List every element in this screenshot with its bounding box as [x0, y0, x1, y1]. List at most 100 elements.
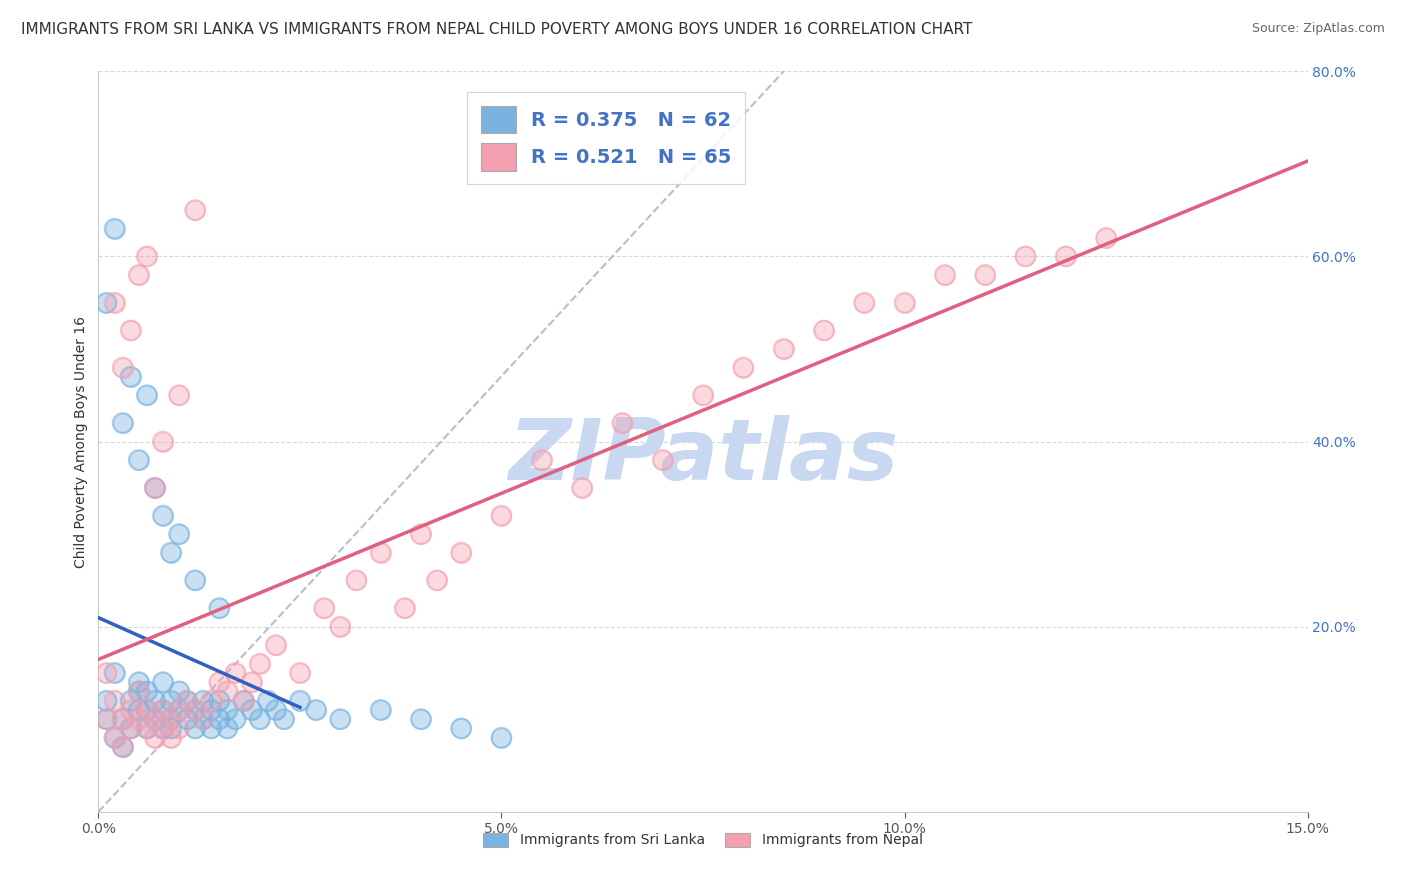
- Point: [571, 481, 593, 495]
- Point: [135, 703, 157, 717]
- Point: [160, 712, 183, 726]
- Point: [176, 694, 198, 708]
- Point: [128, 684, 150, 698]
- Point: [143, 712, 166, 726]
- Point: [160, 694, 183, 708]
- Point: [128, 453, 150, 467]
- Point: [160, 712, 183, 726]
- Point: [184, 574, 207, 588]
- Point: [96, 712, 118, 726]
- Point: [256, 694, 278, 708]
- Point: [167, 684, 190, 698]
- Point: [143, 712, 166, 726]
- Point: [240, 703, 263, 717]
- Point: [128, 675, 150, 690]
- Point: [394, 601, 416, 615]
- Legend: Immigrants from Sri Lanka, Immigrants from Nepal: Immigrants from Sri Lanka, Immigrants fr…: [478, 827, 928, 853]
- Point: [111, 712, 134, 726]
- Point: [184, 722, 207, 736]
- Point: [184, 722, 207, 736]
- Point: [176, 694, 198, 708]
- Point: [103, 731, 125, 745]
- Text: Source: ZipAtlas.com: Source: ZipAtlas.com: [1251, 22, 1385, 36]
- Point: [176, 694, 198, 708]
- Point: [934, 268, 956, 282]
- Point: [128, 712, 150, 726]
- Point: [1054, 250, 1077, 264]
- Point: [409, 527, 432, 541]
- Point: [450, 545, 472, 560]
- Point: [249, 712, 271, 726]
- Point: [167, 388, 190, 402]
- Point: [232, 694, 254, 708]
- Point: [160, 722, 183, 736]
- Point: [329, 712, 352, 726]
- Point: [224, 665, 246, 680]
- Point: [103, 731, 125, 745]
- Point: [692, 388, 714, 402]
- Point: [426, 574, 449, 588]
- Point: [273, 712, 295, 726]
- Point: [103, 221, 125, 235]
- Point: [200, 703, 222, 717]
- Point: [111, 416, 134, 430]
- Point: [143, 481, 166, 495]
- Point: [120, 369, 142, 384]
- Point: [160, 722, 183, 736]
- Point: [217, 684, 239, 698]
- Point: [224, 665, 246, 680]
- Point: [612, 416, 634, 430]
- Point: [200, 722, 222, 736]
- Point: [208, 601, 231, 615]
- Point: [143, 694, 166, 708]
- Point: [1054, 250, 1077, 264]
- Point: [152, 434, 174, 449]
- Point: [208, 694, 231, 708]
- Point: [273, 712, 295, 726]
- Point: [167, 703, 190, 717]
- Point: [143, 731, 166, 745]
- Point: [143, 712, 166, 726]
- Point: [103, 221, 125, 235]
- Point: [193, 694, 215, 708]
- Point: [1095, 231, 1118, 245]
- Point: [160, 712, 183, 726]
- Point: [135, 684, 157, 698]
- Point: [491, 731, 513, 745]
- Point: [120, 324, 142, 338]
- Point: [224, 712, 246, 726]
- Point: [111, 360, 134, 375]
- Point: [288, 665, 311, 680]
- Point: [96, 295, 118, 310]
- Point: [314, 601, 336, 615]
- Point: [193, 694, 215, 708]
- Point: [167, 703, 190, 717]
- Point: [249, 712, 271, 726]
- Point: [934, 268, 956, 282]
- Point: [128, 684, 150, 698]
- Point: [135, 703, 157, 717]
- Point: [184, 203, 207, 218]
- Point: [135, 388, 157, 402]
- Point: [530, 453, 553, 467]
- Y-axis label: Child Poverty Among Boys Under 16: Child Poverty Among Boys Under 16: [75, 316, 89, 567]
- Point: [120, 703, 142, 717]
- Point: [232, 694, 254, 708]
- Point: [135, 722, 157, 736]
- Point: [974, 268, 997, 282]
- Point: [733, 360, 755, 375]
- Point: [111, 712, 134, 726]
- Point: [96, 712, 118, 726]
- Point: [167, 527, 190, 541]
- Point: [111, 416, 134, 430]
- Point: [813, 324, 835, 338]
- Point: [813, 324, 835, 338]
- Point: [152, 508, 174, 523]
- Point: [143, 481, 166, 495]
- Point: [128, 703, 150, 717]
- Point: [853, 295, 876, 310]
- Point: [193, 712, 215, 726]
- Point: [135, 703, 157, 717]
- Point: [111, 739, 134, 754]
- Point: [152, 722, 174, 736]
